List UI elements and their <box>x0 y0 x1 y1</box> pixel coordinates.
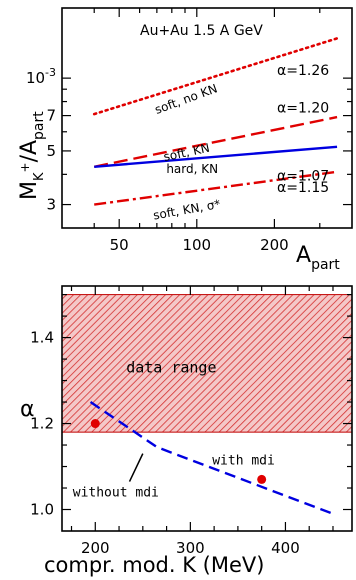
top-series-line <box>93 115 338 168</box>
bottom-x-axis-label: compr. mod. K (MeV) <box>44 553 264 577</box>
data-range-label: data range <box>126 359 216 377</box>
top-x-axis-label: Apart <box>296 243 340 273</box>
without-mdi-line <box>89 401 334 515</box>
bottom-chart: data range 200 300 400 1.0 1.2 1.4 without md… <box>20 285 353 577</box>
top-y-tick-label: 5 <box>46 142 56 160</box>
annotation-with-mdi: with mdi <box>212 453 275 468</box>
bottom-y-tick-label: 1.4 <box>30 329 54 347</box>
top-y-tick-label: 10-3 <box>26 66 56 87</box>
top-alpha-label: α=1.20 <box>277 101 329 117</box>
with-mdi-point <box>90 419 100 429</box>
top-series-name-label: soft, KN, σ* <box>152 197 221 223</box>
top-alpha-label: α=1.26 <box>277 63 329 79</box>
top-series-name-label: hard, KN <box>166 162 218 176</box>
bottom-axis-ticks: 200 300 400 1.0 1.2 1.4 <box>30 286 352 557</box>
bottom-x-tick-label: 300 <box>176 539 205 557</box>
top-series-name-label: soft, KN <box>162 141 211 164</box>
top-x-tick-label: 50 <box>110 236 129 254</box>
top-plot-frame <box>61 7 353 229</box>
bottom-y-axis-label: α <box>20 397 35 422</box>
top-series-line <box>94 145 338 168</box>
top-alpha-label: α=1.15 <box>277 180 329 196</box>
top-x-tick-label: 200 <box>260 236 289 254</box>
bottom-y-tick-label: 1.0 <box>30 501 54 519</box>
top-alpha-label: α=1.07 <box>277 168 329 184</box>
top-y-tick-label: 7 <box>46 107 56 125</box>
top-chart-title: Au+Au 1.5 A GeV <box>140 23 263 39</box>
bottom-x-tick-label: 400 <box>271 539 300 557</box>
bottom-x-tick-label: 200 <box>81 539 110 557</box>
top-axis-ticks: 50 100 200 10-3 7 5 3 <box>26 8 352 254</box>
top-x-tick-label: 100 <box>182 236 211 254</box>
annotation-without-mdi: without mdi <box>73 485 159 500</box>
top-y-axis-label: MK+/Apart <box>17 111 47 200</box>
bottom-y-tick-label: 1.2 <box>30 415 54 433</box>
with-mdi-point <box>257 474 267 484</box>
top-series-group <box>92 37 339 206</box>
annotation-pointer <box>128 453 144 482</box>
bottom-series-group <box>89 401 334 515</box>
top-series-line <box>94 170 338 206</box>
bottom-plot-frame <box>61 285 353 532</box>
top-y-tick-label: 3 <box>46 196 56 214</box>
top-series-line <box>92 37 339 116</box>
